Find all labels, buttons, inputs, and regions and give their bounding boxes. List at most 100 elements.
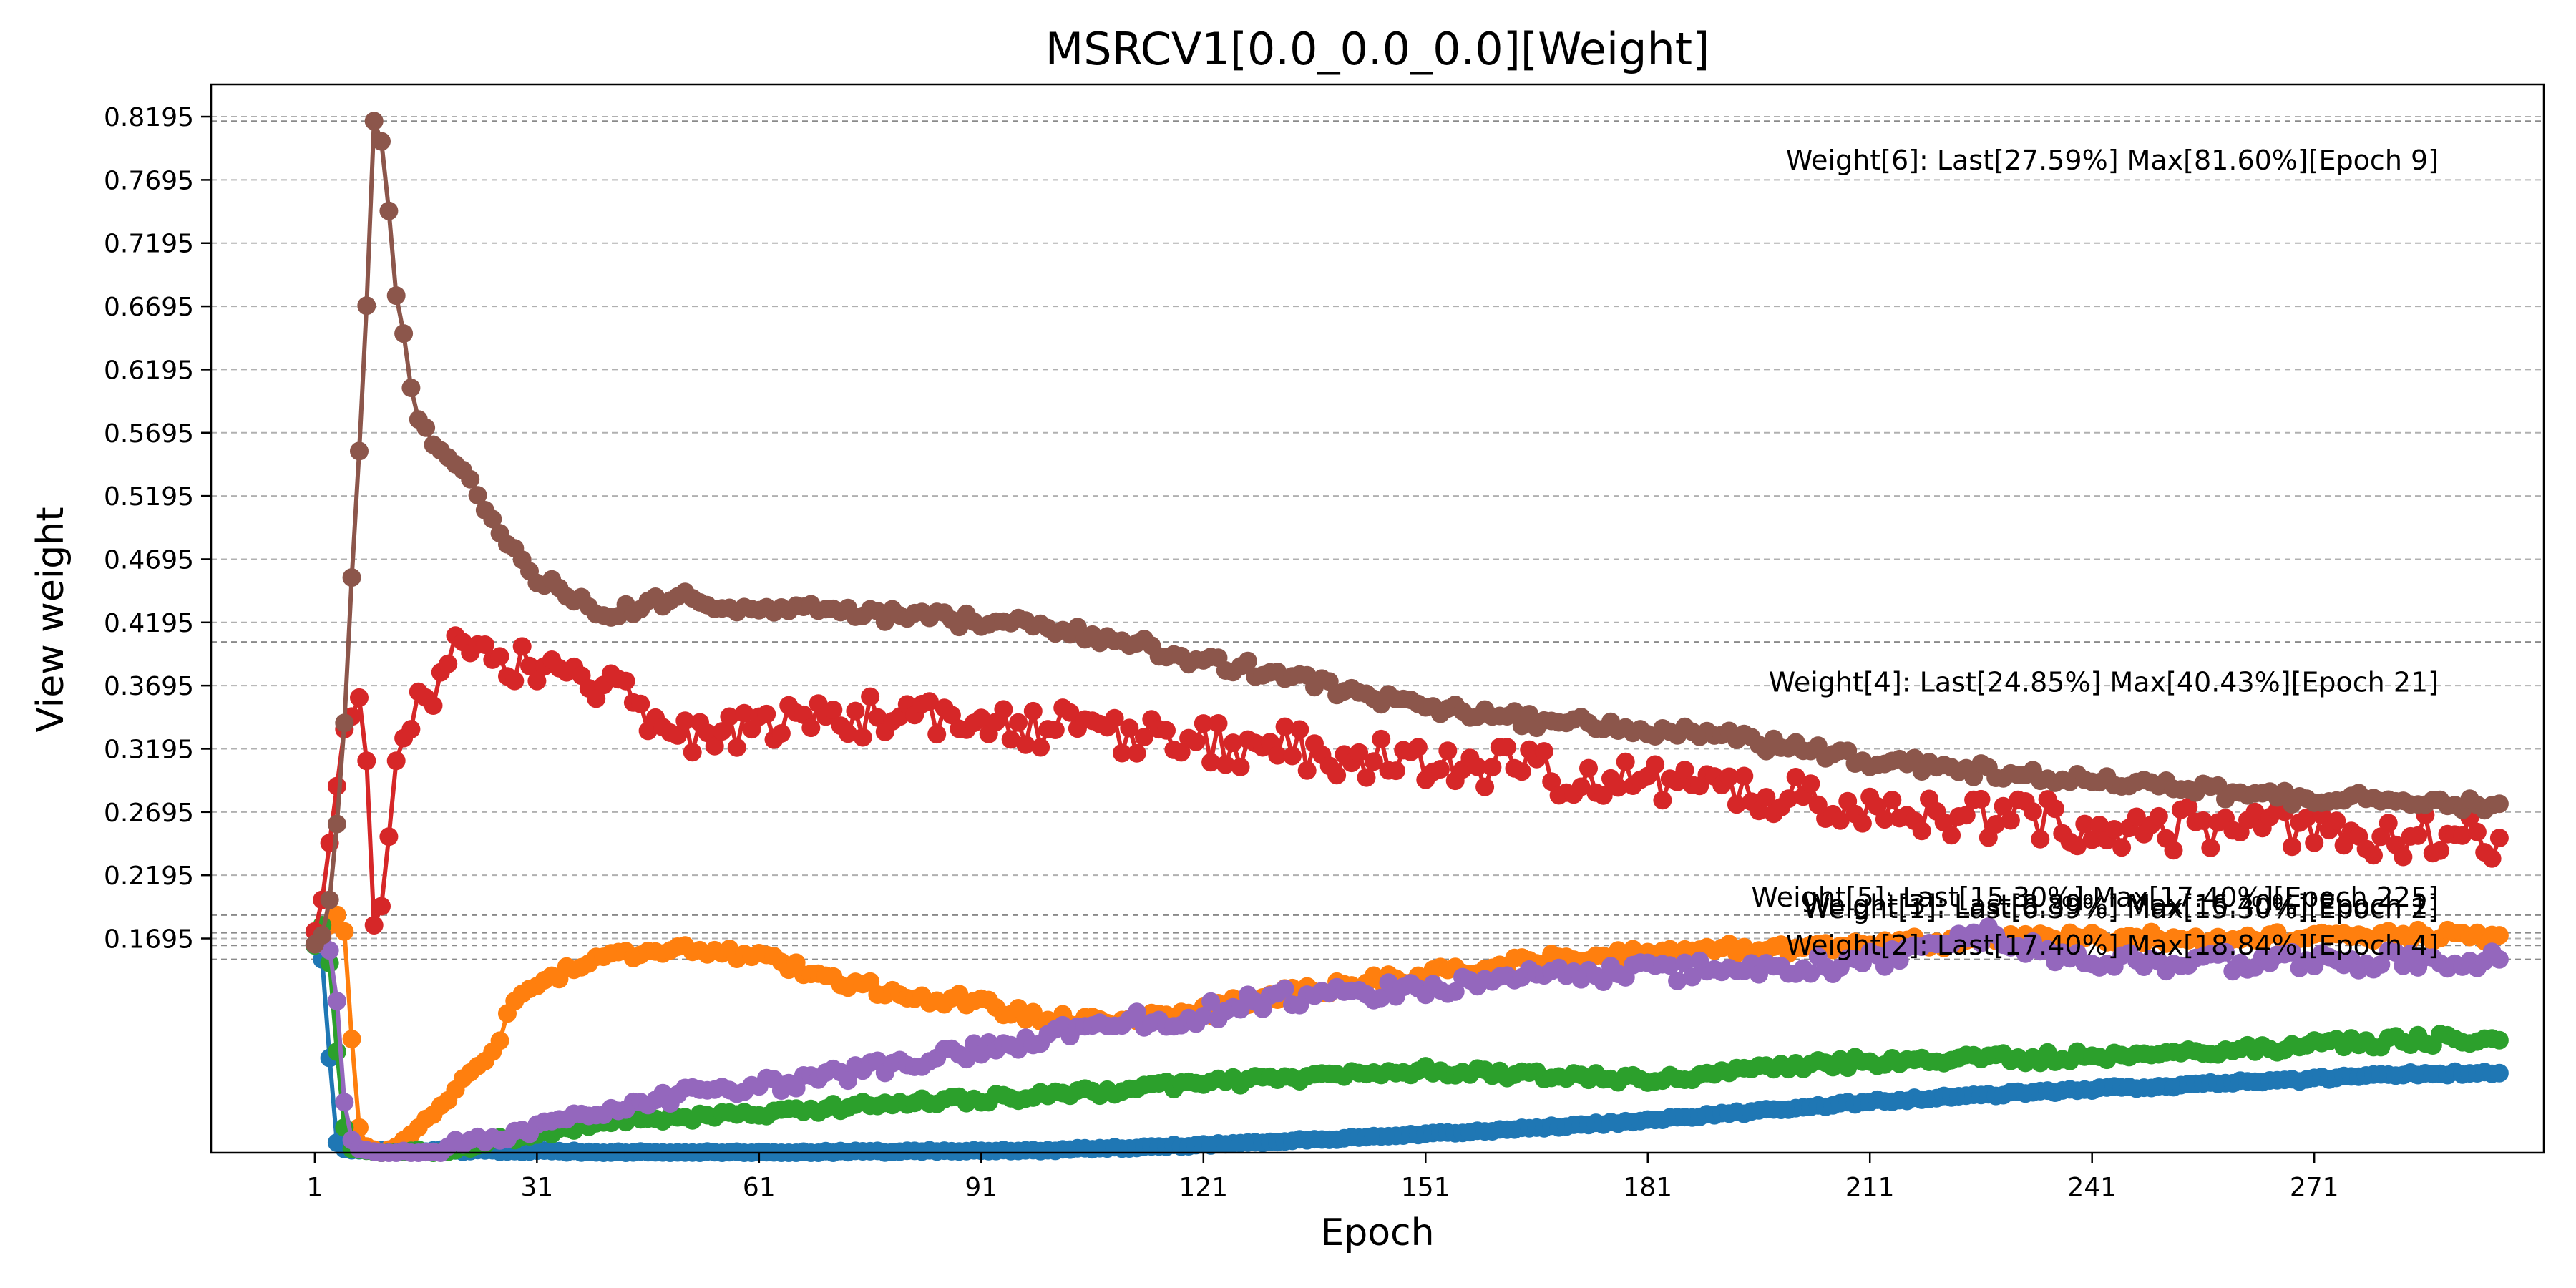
series-5-point-259: [2216, 942, 2235, 962]
series-4-point-164: [1512, 762, 1531, 781]
y-tick-label-13: 0.8195: [104, 103, 194, 132]
series-4-point-7: [350, 688, 369, 707]
series-4-point-242: [2090, 816, 2109, 834]
series-4-point-147: [1386, 761, 1405, 781]
series-6-point-25: [483, 509, 502, 529]
series-4-point-97: [1016, 735, 1035, 754]
series-4-point-154: [1438, 741, 1458, 761]
series-6-point-165: [1520, 705, 1539, 724]
series-4-point-118: [1171, 743, 1191, 762]
series-4-point-12: [386, 751, 406, 771]
series-4-point-178: [1616, 752, 1635, 771]
series-4-point-109: [1105, 708, 1124, 728]
series-4-point-121: [1194, 714, 1213, 733]
series-6-point-7: [350, 441, 369, 461]
series-4-point-254: [2179, 797, 2198, 816]
series-6-point-10: [372, 132, 391, 151]
y-tick-label-5: 0.4195: [104, 609, 194, 638]
y-tick-label-10: 0.6695: [104, 293, 194, 322]
series-5-point-5: [335, 1093, 354, 1112]
series-4-point-162: [1498, 738, 1517, 757]
series-4-point-239: [2068, 836, 2087, 856]
series-4-point-8: [357, 751, 376, 771]
series-4-point-55: [705, 736, 724, 756]
series-6-point-296: [2489, 794, 2509, 814]
series-5-point-89: [957, 1050, 976, 1069]
series-4-point-182: [1646, 755, 1665, 774]
x-axis-ticks: 1 31 61 91 121 151 181 211 241 271: [306, 1153, 2339, 1202]
series-4-point-112: [1127, 743, 1146, 763]
series-6-point-2: [313, 926, 332, 945]
annotation-layer: Weight[6]: Last[27.59%] Max[81.60%][Epoc…: [1751, 145, 2439, 961]
series-4-point-11: [379, 827, 399, 847]
series-4-point-275: [2334, 836, 2353, 855]
series-4-point-116: [1157, 721, 1176, 740]
series-4-point-26: [490, 647, 509, 666]
series-4-point-51: [675, 711, 695, 731]
series-4-point-295: [2482, 849, 2502, 868]
x-tick-label-0: 1: [306, 1173, 323, 1202]
series-4-point-50: [668, 726, 687, 745]
series-5-point-175: [1594, 972, 1613, 991]
series-4-point-229: [1994, 796, 2013, 816]
plot-frame: [210, 83, 2545, 1154]
series-4-point-252: [2164, 841, 2183, 860]
series-4-point-167: [1534, 742, 1553, 761]
series-4-point-241: [2082, 830, 2102, 849]
series-layer: [305, 112, 2509, 1162]
series-5-point-185: [1668, 971, 1687, 990]
series-4-point-110: [1113, 743, 1131, 763]
series-4-point-124: [1216, 755, 1235, 774]
series-2-point-5: [335, 922, 354, 941]
series-4-point-236: [2046, 799, 2064, 819]
x-tick-label-2: 61: [743, 1173, 776, 1202]
series-4-point-30: [520, 656, 539, 675]
series-4-point-57: [720, 707, 739, 726]
series-4-point-173: [1579, 758, 1598, 778]
series-4-point-84: [919, 692, 939, 711]
series-5-point-4: [327, 992, 346, 1010]
series-4-point-283: [2394, 847, 2413, 867]
series-5-point-280: [2371, 955, 2391, 974]
series-5-point-296: [2489, 950, 2509, 969]
series-6-point-9: [364, 112, 384, 131]
annotation-3: Weight[5]: Last[15.30%] Max[17.40%][Epoc…: [1751, 882, 2439, 913]
series-3-point-4: [327, 1042, 346, 1061]
series-5-point-226: [1971, 933, 1991, 952]
y-tick-label-11: 0.7195: [104, 230, 194, 259]
series-4-point-144: [1364, 752, 1383, 771]
series-4-point-285: [2409, 826, 2428, 845]
series-4-point-158: [1468, 757, 1487, 776]
series-4-point-133: [1283, 746, 1302, 766]
series-1-point-296: [2489, 1063, 2509, 1083]
series-4-point-247: [2127, 807, 2146, 826]
series-6-point-22: [461, 469, 480, 489]
series-4-point-274: [2327, 811, 2346, 831]
y-tick-label-8: 0.5695: [104, 419, 194, 449]
series-4-point-207: [1830, 811, 1850, 830]
series-4-point-17: [424, 696, 443, 715]
series-4-point-271: [2305, 833, 2324, 852]
series-4-point-135: [1297, 761, 1317, 780]
series-2-point-296: [2489, 926, 2509, 945]
y-tick-label-4: 0.3695: [104, 672, 194, 701]
y-tick-label-1: 0.2195: [104, 862, 194, 891]
series-5-point-73: [839, 1071, 857, 1091]
series-2-point-6: [342, 1030, 361, 1048]
chart-title: MSRCV1[0.0_0.0_0.0][Weight]: [1045, 23, 1710, 75]
annotation-6: Weight[2]: Last[17.40%] Max[18.84%][Epoc…: [1786, 930, 2439, 961]
series-4-point-10: [372, 897, 391, 916]
series-6-point-127: [1238, 651, 1257, 670]
series-4-point-175: [1594, 786, 1613, 805]
series-4-point-168: [1542, 772, 1561, 791]
series-4-point-99: [1031, 738, 1050, 757]
series-4-point-240: [2075, 814, 2094, 834]
series-4-point-256: [2193, 811, 2212, 830]
series-4-point-111: [1120, 718, 1139, 738]
series-4-point-9: [364, 916, 384, 935]
series-4-point-125: [1224, 733, 1243, 753]
series-4-point-24: [475, 635, 494, 654]
series-4-point-210: [1853, 814, 1872, 833]
series-4-point-75: [853, 728, 872, 747]
